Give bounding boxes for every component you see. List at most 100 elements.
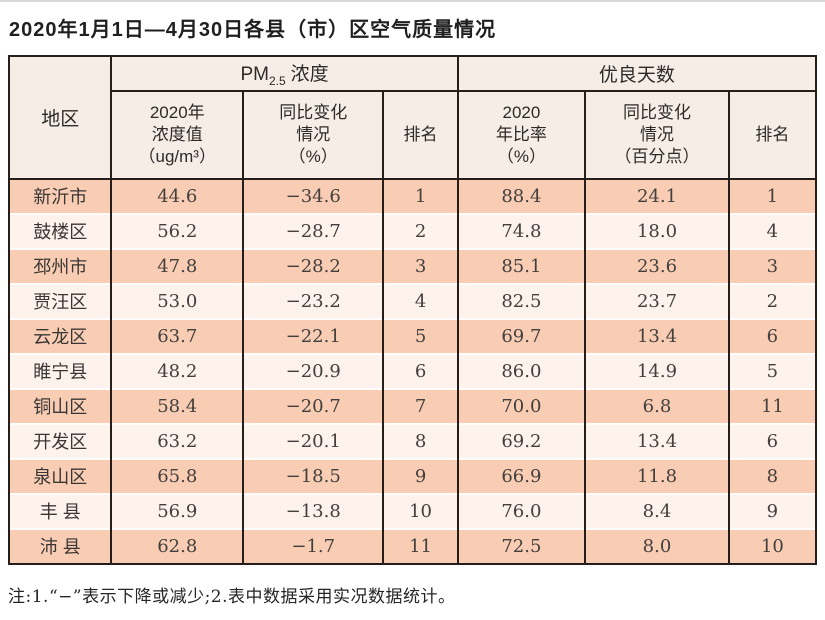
pm-rank-cell: 7 [382, 387, 459, 424]
good-rate-cell: 76.0 [456, 492, 587, 529]
good-change-cell: 8.4 [584, 492, 730, 529]
table-row: 泉山区 65.8 −18.5 9 66.9 11.8 8 [7, 457, 818, 494]
good-rank-cell: 9 [727, 492, 818, 529]
good-rate-cell: 69.2 [456, 422, 587, 459]
good-change-cell: 8.0 [584, 527, 730, 565]
good-rank-cell: 8 [727, 457, 818, 494]
pm-value-cell: 44.6 [110, 177, 245, 214]
table-body: 新沂市 44.6 −34.6 1 88.4 24.1 1 鼓楼区 56.2 −28.7 2 74.8 1… [7, 177, 818, 565]
region-cell: 邳州市 [7, 247, 113, 284]
pm-value-cell: 62.8 [110, 527, 245, 565]
header-region: 地区 [7, 55, 113, 180]
region-cell: 睢宁县 [7, 352, 113, 389]
good-rank-cell: 1 [727, 177, 818, 214]
pm-change-cell: −20.1 [242, 422, 385, 459]
good-rank-cell: 6 [727, 422, 818, 459]
pm-value-cell: 56.2 [110, 212, 245, 249]
header-pm-group: PM2.5 浓度 [110, 55, 459, 92]
header-pm-value: 2020年 浓度值 （ug/m³） [110, 89, 245, 180]
header-pm-change: 同比变化 情况 （%） [242, 89, 385, 180]
pm-value-cell: 65.8 [110, 457, 245, 494]
pm-change-cell: −23.2 [242, 282, 385, 319]
pm-label: PM [240, 64, 269, 85]
pm-change-cell: −13.8 [242, 492, 385, 529]
good-change-cell: 13.4 [584, 317, 730, 354]
good-rate-cell: 66.9 [456, 457, 587, 494]
good-rank-cell: 5 [727, 352, 818, 389]
good-rank-cell: 6 [727, 317, 818, 354]
table-row: 贾汪区 53.0 −23.2 4 82.5 23.7 2 [7, 282, 818, 319]
good-change-cell: 6.8 [584, 387, 730, 424]
pm-value-cell: 58.4 [110, 387, 245, 424]
table-row: 鼓楼区 56.2 −28.7 2 74.8 18.0 4 [7, 212, 818, 249]
region-cell: 沛 县 [7, 527, 113, 565]
good-change-cell: 23.6 [584, 247, 730, 284]
table-row: 开发区 63.2 −20.1 8 69.2 13.4 6 [7, 422, 818, 459]
good-rate-cell: 72.5 [456, 527, 587, 565]
good-rank-cell: 3 [727, 247, 818, 284]
page-title: 2020年1月1日—4月30日各县（市）区空气质量情况 [9, 19, 497, 41]
pm-change-cell: −28.2 [242, 247, 385, 284]
pm-rank-cell: 9 [382, 457, 459, 494]
table-row: 邳州市 47.8 −28.2 3 85.1 23.6 3 [7, 247, 818, 284]
header-good-rate: 2020 年比率 （%） [456, 89, 587, 180]
pm-rank-cell: 5 [382, 317, 459, 354]
region-cell: 贾汪区 [7, 282, 113, 319]
pm-value-cell: 53.0 [110, 282, 245, 319]
good-rate-cell: 74.8 [456, 212, 587, 249]
table-row: 云龙区 63.7 −22.1 5 69.7 13.4 6 [7, 317, 818, 354]
region-cell: 云龙区 [7, 317, 113, 354]
good-change-cell: 23.7 [584, 282, 730, 319]
pm-value-cell: 63.7 [110, 317, 245, 354]
pm-change-cell: −18.5 [242, 457, 385, 494]
pm-change-cell: −28.7 [242, 212, 385, 249]
good-rank-cell: 2 [727, 282, 818, 319]
header-good-days-group: 优良天数 [456, 55, 818, 92]
pm-change-cell: −22.1 [242, 317, 385, 354]
table-row: 铜山区 58.4 −20.7 7 70.0 6.8 11 [7, 387, 818, 424]
table-row: 沛 县 62.8 −1.7 11 72.5 8.0 10 [7, 527, 818, 565]
header-good-rank: 排名 [727, 89, 818, 180]
pm-rank-cell: 1 [382, 177, 459, 214]
good-rate-cell: 86.0 [456, 352, 587, 389]
header-group-row: 地区 PM2.5 浓度 优良天数 [7, 55, 818, 180]
region-cell: 丰 县 [7, 492, 113, 529]
header-sub-row: 2020年 浓度值 （ug/m³） 同比变化 情况 （%） 排名 2020 年比… [9, 89, 818, 180]
header-pm-rank: 排名 [382, 89, 459, 180]
pm-rank-cell: 11 [382, 527, 459, 565]
pm-value-cell: 48.2 [110, 352, 245, 389]
good-change-cell: 18.0 [584, 212, 730, 249]
pm-change-cell: −34.6 [242, 177, 385, 214]
good-rate-cell: 82.5 [456, 282, 587, 319]
pm-rank-cell: 6 [382, 352, 459, 389]
pm-subscript: 2.5 [268, 73, 286, 88]
pm-rank-cell: 4 [382, 282, 459, 319]
pm-change-cell: −20.9 [242, 352, 385, 389]
pm-change-cell: −1.7 [242, 527, 385, 565]
region-cell: 开发区 [7, 422, 113, 459]
footnote: 注:1.“−”表示下降或减少;2.表中数据采用实况数据统计。 [8, 586, 456, 607]
pm-rank-cell: 8 [382, 422, 459, 459]
region-cell: 新沂市 [7, 177, 113, 214]
table-row: 丰 县 56.9 −13.8 10 76.0 8.4 9 [7, 492, 818, 529]
table-row: 睢宁县 48.2 −20.9 6 86.0 14.9 5 [7, 352, 818, 389]
pm-rank-cell: 2 [382, 212, 459, 249]
good-change-cell: 13.4 [584, 422, 730, 459]
pm-value-cell: 47.8 [110, 247, 245, 284]
table-row: 新沂市 44.6 −34.6 1 88.4 24.1 1 [7, 177, 818, 214]
good-change-cell: 14.9 [584, 352, 730, 389]
pm-rank-cell: 10 [382, 492, 459, 529]
region-cell: 鼓楼区 [7, 212, 113, 249]
header-good-change: 同比变化 情况 （百分点） [584, 89, 730, 180]
pm-change-cell: −20.7 [242, 387, 385, 424]
region-cell: 泉山区 [7, 457, 113, 494]
good-change-cell: 11.8 [584, 457, 730, 494]
good-rank-cell: 10 [727, 527, 818, 565]
good-rank-cell: 11 [727, 387, 818, 424]
good-rate-cell: 69.7 [456, 317, 587, 354]
pm-value-cell: 56.9 [110, 492, 245, 529]
good-rate-cell: 88.4 [456, 177, 587, 214]
air-quality-table: 地区 PM2.5 浓度 优良天数 2020年 浓度值 （ug/m³） 同比变化 情… [7, 55, 818, 565]
pm-suffix-label: 浓度 [290, 64, 329, 85]
